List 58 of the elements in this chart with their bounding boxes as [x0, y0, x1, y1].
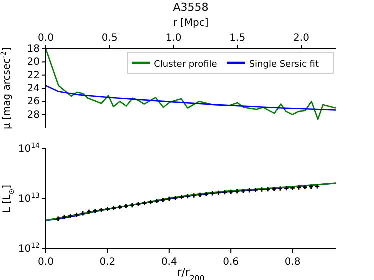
legend-label: Single Sersic fit	[249, 60, 319, 70]
point	[210, 192, 215, 196]
y-tick-label: 20	[27, 57, 40, 68]
x-tick-label: 0.5	[102, 33, 118, 44]
point	[142, 201, 147, 206]
point	[180, 195, 184, 200]
x-tick-label: 2.0	[294, 33, 310, 44]
y-tick-label: 26	[27, 96, 40, 108]
y-tick-label: 10$^{13}$	[18, 192, 40, 205]
point	[272, 187, 276, 192]
point	[247, 188, 252, 193]
point	[106, 207, 110, 212]
line-series	[46, 182, 336, 222]
point	[296, 186, 302, 190]
point	[284, 186, 289, 191]
point	[278, 186, 283, 191]
x-axis-title: r [Mpc]	[173, 18, 209, 29]
x-tick-label: 0.6	[223, 257, 240, 268]
x-tick-label: 0.4	[161, 257, 178, 268]
y-tick-label: 18	[27, 44, 40, 55]
point	[87, 210, 92, 214]
point	[173, 196, 178, 200]
point	[124, 204, 128, 209]
point	[154, 199, 160, 204]
point	[62, 215, 67, 220]
chart-title: A3558	[173, 1, 209, 14]
point	[68, 214, 73, 218]
y-tick-label: 10$^{14}$	[18, 142, 41, 155]
point	[74, 212, 79, 218]
point	[241, 188, 246, 194]
y-tick-label: 28	[27, 110, 40, 121]
y-tick-label: 24	[27, 84, 40, 94]
point	[309, 184, 314, 190]
x-tick-label: 0.8	[284, 257, 301, 268]
y-tick-label: 22	[27, 70, 40, 82]
point	[198, 192, 202, 198]
point	[260, 188, 264, 192]
point	[112, 206, 116, 210]
point	[303, 185, 308, 190]
point	[56, 216, 60, 222]
point	[148, 200, 154, 204]
x-tick-label: 0.0	[38, 257, 54, 268]
point	[192, 194, 196, 198]
line-series	[46, 85, 336, 111]
point	[235, 189, 240, 194]
point	[93, 209, 98, 214]
point	[254, 188, 258, 192]
x-tick-label: 0.0	[38, 33, 54, 44]
point	[161, 198, 166, 202]
x-tick-label: 0.2	[100, 257, 116, 268]
legend-label: Cluster profile	[154, 60, 218, 70]
x-tick-label: 1.0	[166, 33, 182, 44]
point	[216, 190, 221, 196]
point	[290, 186, 295, 190]
x-tick-label: 1.5	[230, 33, 246, 44]
point	[136, 202, 141, 207]
y-tick-label: 10$^{12}$	[18, 242, 40, 255]
point	[204, 192, 209, 196]
